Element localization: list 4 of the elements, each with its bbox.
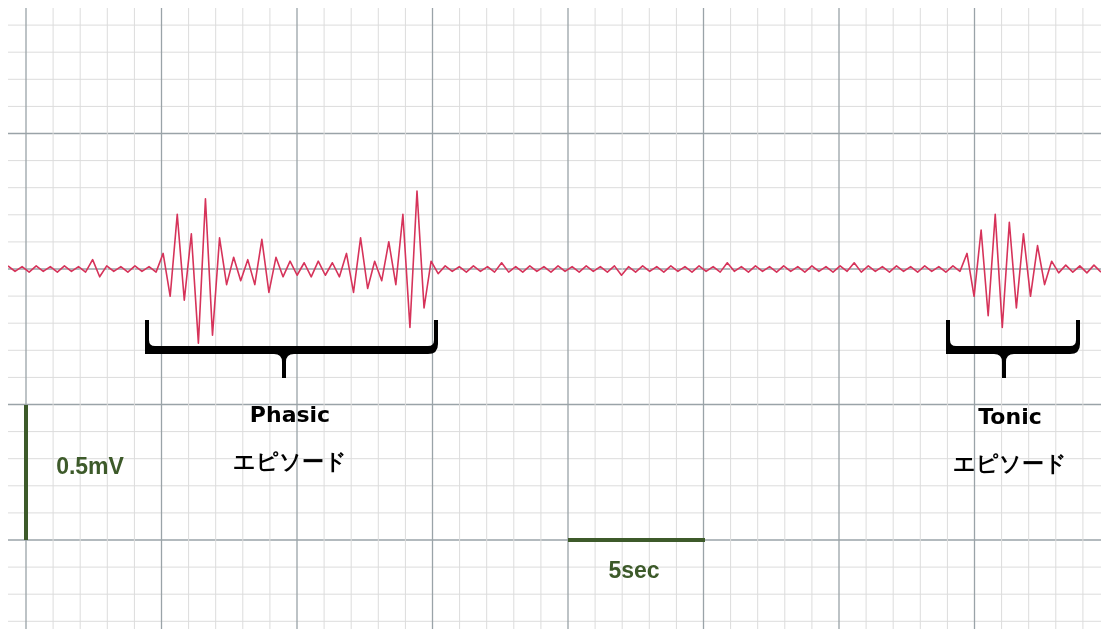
- text: 5sec: [608, 557, 660, 584]
- text: Tonic エピソード: [953, 403, 1067, 476]
- text: 0.5mV: [56, 453, 125, 480]
- text: Phasic エピソード: [233, 401, 347, 474]
